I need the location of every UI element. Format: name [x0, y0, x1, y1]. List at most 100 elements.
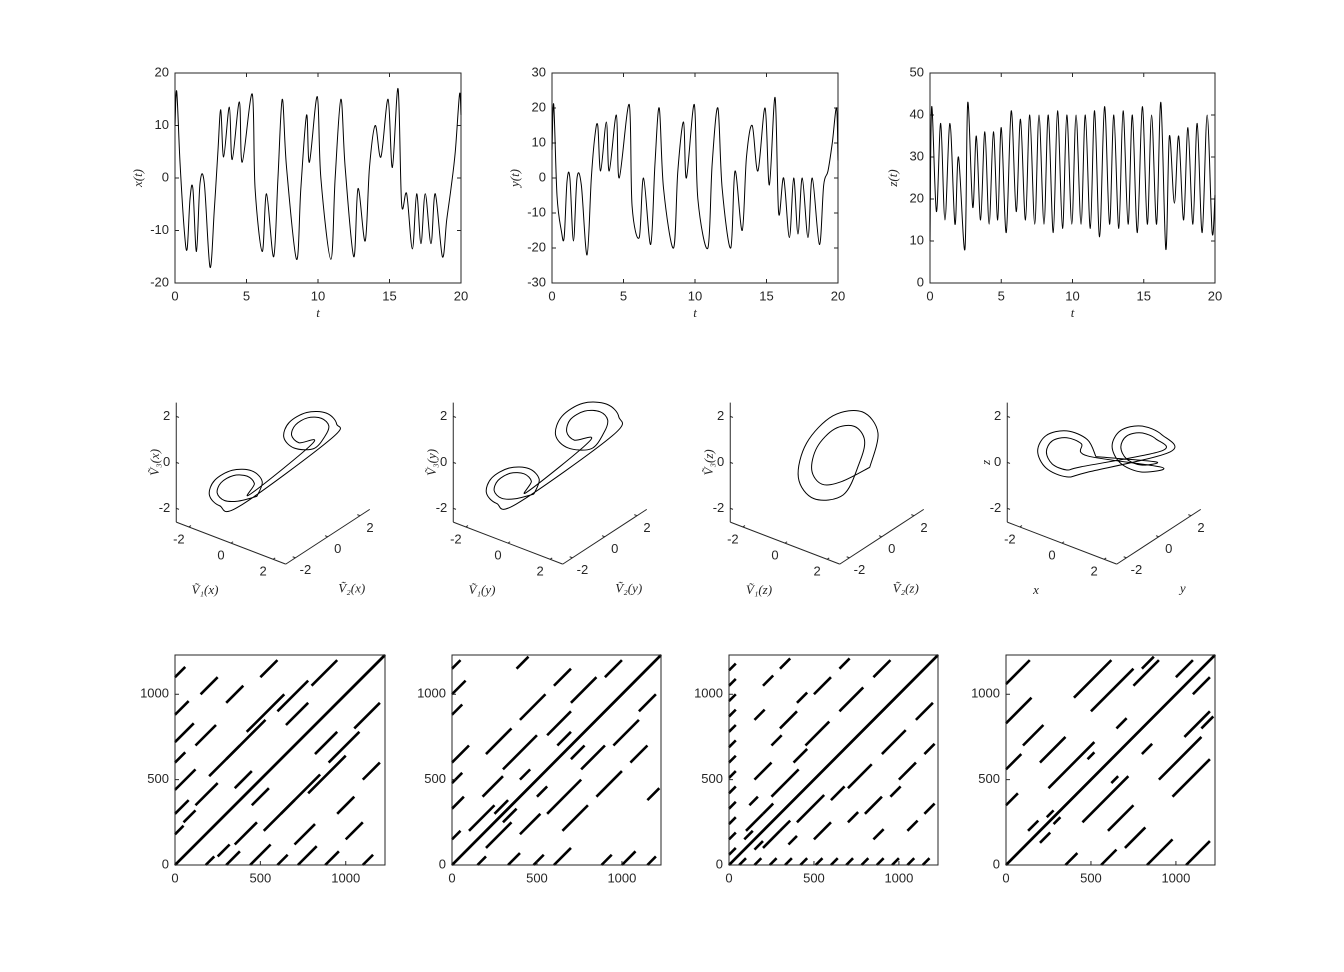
recurrence-segment: [814, 857, 824, 866]
recurrence-segment: [502, 807, 518, 824]
recurrence-segment: [327, 730, 361, 764]
recurrence-segment: [353, 701, 381, 730]
x-tick-label: -2: [1004, 531, 1016, 546]
recurrence-segment: [485, 821, 513, 849]
y-tick-label: 30: [532, 64, 546, 79]
recurrence-segment-mirror: [1115, 717, 1128, 730]
z-tick: [453, 507, 457, 510]
recurrence-segment-mirror: [1174, 659, 1194, 679]
recurrence-segment: [738, 857, 747, 866]
recurrence-segment: [847, 811, 860, 824]
recurrence-segment: [646, 855, 657, 866]
recurrence-segment-mirror: [225, 684, 245, 704]
axes-frame: [451, 654, 662, 866]
recurrence-segment: [637, 693, 657, 713]
x-tick-label: 5: [243, 288, 250, 303]
recurrence-segment: [768, 857, 778, 866]
x-tick: [784, 541, 788, 544]
y-tick-label: -2: [300, 562, 312, 577]
x-tick-label: 20: [831, 288, 845, 303]
z-tick-label: 2: [440, 408, 447, 423]
recurrence-segment: [921, 857, 931, 866]
data-line: [551, 96, 839, 256]
recurrence-segment: [344, 821, 364, 841]
recurrence-segment-mirror: [174, 700, 190, 716]
y-tick-label: -30: [527, 274, 546, 289]
y-tick-label: 500: [701, 771, 723, 786]
recurrence-segment: [532, 853, 545, 866]
recurrence-segment-mirror: [245, 693, 286, 733]
recurrence-segment: [1039, 831, 1052, 844]
recurrence-segment-mirror: [1132, 659, 1160, 687]
y-tick-label: 0: [162, 169, 169, 184]
recurrence-segment: [847, 763, 873, 790]
recurrence-segment-mirror: [194, 724, 217, 747]
x-tick-label: 1000: [884, 870, 913, 885]
y-tick-label: 50: [910, 64, 924, 79]
recurrence-segment: [923, 802, 936, 815]
recurrence-segment-mirror: [174, 799, 190, 815]
recurrence-segment: [546, 778, 583, 815]
recurrence-segment-mirror: [1005, 654, 1216, 866]
y-axis-line: [285, 508, 371, 565]
z-tick: [453, 415, 457, 418]
y-tick-label: 0: [162, 856, 169, 871]
y-axis-label: y(t): [507, 169, 522, 189]
y-tick-label: -2: [1131, 562, 1143, 577]
y-tick-label: 1000: [694, 686, 723, 701]
axes-frame: [551, 72, 839, 284]
x-tick-label: 15: [382, 288, 396, 303]
axes-frame: [174, 654, 386, 866]
z-tick-label: -2: [436, 500, 448, 515]
y-axis-label: y: [1178, 581, 1186, 596]
recurrence-segment-mirror: [813, 676, 832, 696]
recurrence-segment-mirror: [1005, 696, 1033, 725]
y-tick-label: 500: [147, 771, 169, 786]
x-tick: [742, 525, 746, 528]
trajectory: [208, 411, 341, 513]
z-axis-label: z: [978, 460, 993, 466]
recurrence-segment: [570, 744, 586, 761]
recurrence-segment-mirror: [174, 768, 197, 791]
y-tick: [878, 535, 882, 538]
x-tick-label: 0: [217, 548, 224, 563]
y-tick-label: 0: [1165, 541, 1172, 556]
recurrence-segment: [1158, 736, 1203, 781]
recurrence-segment: [762, 829, 781, 849]
x-tick: [826, 557, 830, 560]
recurrence-segment-mirror: [770, 768, 800, 798]
recurrence-segment: [249, 843, 272, 866]
y-axis-label: Ṽ₂(x): [338, 581, 365, 596]
y-axis-label: x(t): [130, 169, 145, 188]
recurrence-segment-mirror: [199, 676, 219, 696]
y-tick: [1155, 535, 1159, 538]
x-tick-label: 500: [1080, 870, 1102, 885]
x-tick-label: 0: [1002, 870, 1009, 885]
data-line: [929, 101, 1216, 250]
z-tick: [1007, 461, 1011, 464]
recurrence-segment-mirror: [451, 744, 470, 764]
recurrence-segment-mirror: [1005, 659, 1031, 685]
recurrence-segment-mirror: [804, 720, 831, 747]
recurrence-segment-mirror: [451, 771, 464, 784]
recurrence-segment: [276, 853, 289, 866]
z-tick: [730, 507, 734, 510]
x-tick-label: 1000: [331, 870, 360, 885]
x-tick-label: -2: [450, 531, 462, 546]
x-tick-label: 20: [1208, 288, 1222, 303]
y-tick-label: 20: [532, 99, 546, 114]
x-tick-label: 500: [803, 870, 825, 885]
y-tick-label: 1000: [140, 686, 169, 701]
recurrence-segment: [845, 857, 854, 866]
recurrence-segment-mirror: [468, 804, 496, 832]
recurrence-segment-mirror: [259, 659, 279, 679]
z-tick: [1007, 415, 1011, 418]
recurrence-segment-mirror: [174, 751, 187, 764]
z-tick-label: 0: [440, 454, 447, 469]
recurrence-segment: [279, 773, 322, 815]
x-tick-label: 0: [926, 288, 933, 303]
recurrence-segment-mirror: [1005, 792, 1019, 807]
y-tick-label: 2: [1197, 520, 1204, 535]
recurrence-segment-mirror: [728, 785, 737, 795]
recurrence-segment: [307, 754, 347, 795]
